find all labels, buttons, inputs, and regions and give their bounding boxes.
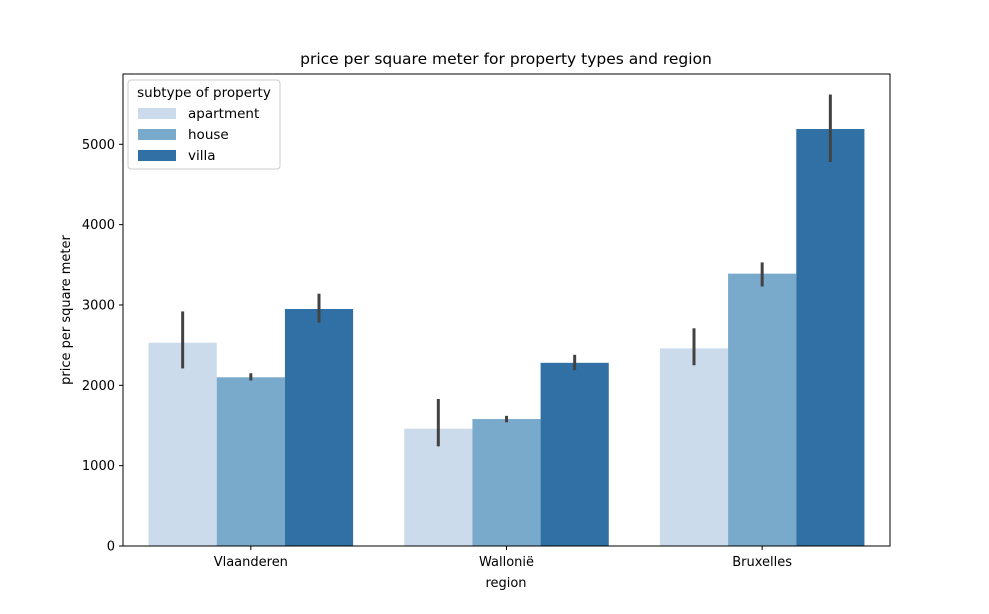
y-tick-label: 2000 [82, 379, 115, 394]
y-axis: 0 1000 2000 3000 4000 5000 [82, 138, 123, 555]
y-tick-label: 1000 [82, 459, 115, 474]
y-axis-label: price per square meter [59, 234, 74, 384]
bars-group [148, 129, 865, 546]
bar-house-2 [728, 273, 797, 546]
x-tick-label: Bruxelles [732, 555, 792, 570]
legend-items: apartment house villa [138, 106, 259, 164]
y-tick-label: 5000 [82, 138, 115, 153]
bar-apartment-2 [659, 348, 729, 546]
legend-swatch-apartment [138, 108, 176, 119]
legend-swatch-villa [138, 150, 176, 161]
legend-title: subtype of property [137, 85, 271, 101]
legend: subtype of property apartment house villa [127, 79, 281, 170]
y-tick-label: 0 [107, 540, 115, 555]
x-tick-label: Vlaanderen [214, 555, 288, 570]
bar-house-1 [472, 419, 541, 546]
bar-villa-1 [540, 362, 609, 546]
legend-box [127, 79, 281, 170]
bar-villa-2 [796, 129, 865, 546]
x-axis: Vlaanderen Wallonië Bruxelles [214, 546, 792, 570]
bar-villa-0 [284, 308, 354, 546]
legend-label-house: house [188, 127, 229, 143]
bar-apartment-1 [404, 428, 473, 546]
legend-label-villa: villa [188, 148, 216, 164]
bar-house-0 [216, 377, 285, 546]
error-bars-group [181, 94, 832, 447]
bar-apartment-0 [148, 342, 217, 546]
y-tick-label: 3000 [82, 298, 115, 313]
legend-label-apartment: apartment [188, 106, 259, 122]
chart-title: price per square meter for property type… [300, 50, 712, 68]
x-axis-label: region [485, 576, 526, 591]
x-tick-label: Wallonië [479, 555, 534, 570]
y-tick-label: 4000 [82, 218, 115, 233]
legend-swatch-house [138, 129, 176, 140]
